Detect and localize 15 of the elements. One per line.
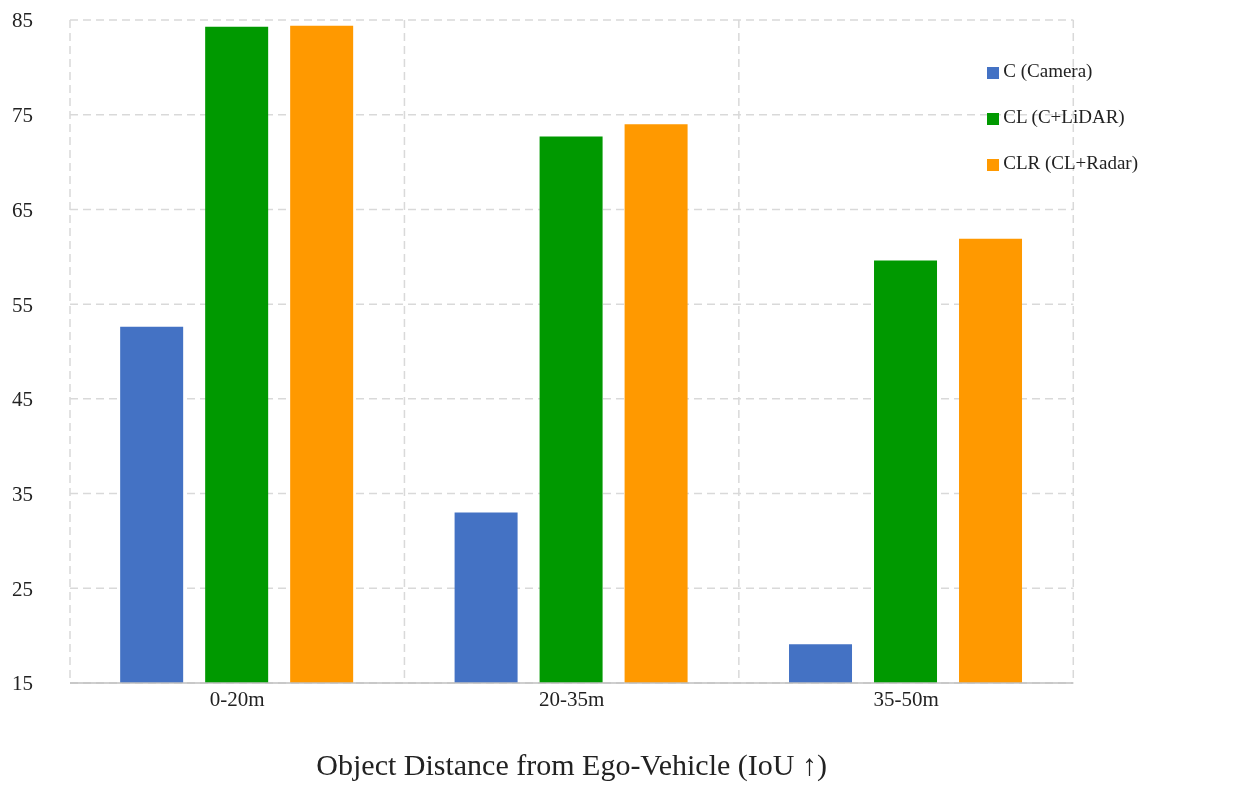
legend-label: C (Camera) [1003,60,1093,81]
y-tick-label: 15 [12,671,33,696]
y-tick-label: 65 [12,197,33,222]
legend-label: CL (C+LiDAR) [1003,106,1125,127]
y-tick-label: 55 [12,292,33,317]
y-tick-label: 85 [12,8,33,33]
legend-label: CLR (CL+Radar) [1003,152,1138,173]
y-tick-label: 25 [12,576,33,601]
x-tick-label: 0-20m [209,686,265,711]
y-tick-label: 75 [12,103,33,128]
x-axis-title: Object Distance from Ego-Vehicle (IoU ↑) [316,748,827,782]
y-tick-label: 35 [12,482,33,507]
x-tick-label: 35-50m [873,686,939,711]
x-tick-label: 20-35m [538,686,605,711]
y-tick-label: 45 [12,387,33,412]
